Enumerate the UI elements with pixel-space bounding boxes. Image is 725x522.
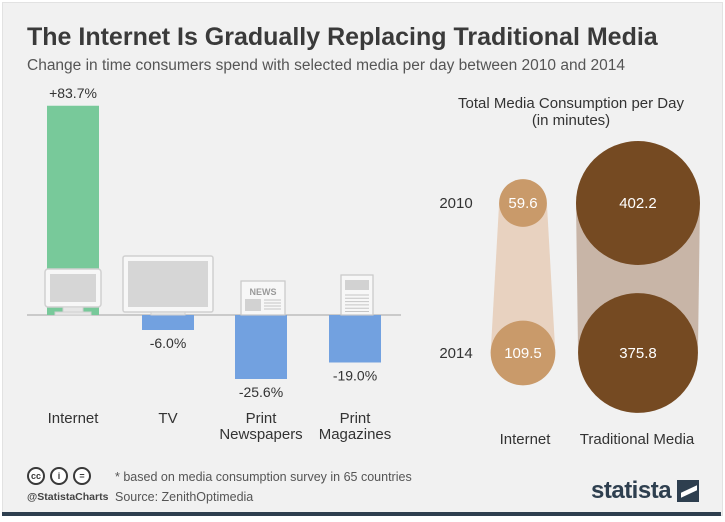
bubble-value-0-1: 109.5 bbox=[504, 345, 542, 362]
bubble-value-1-0: 402.2 bbox=[619, 195, 657, 212]
bubble-series-label-1: Traditional Media bbox=[580, 431, 695, 448]
bar-value-label-1: -6.0% bbox=[150, 335, 187, 351]
bar-1 bbox=[142, 315, 194, 330]
brand-name: statista bbox=[591, 477, 672, 504]
bubble-title-0: Total Media Consumption per Day bbox=[458, 95, 684, 112]
bubble-chart: Total Media Consumption per Day(in minut… bbox=[439, 95, 700, 448]
bar-category-label-3-0: Print bbox=[340, 410, 372, 427]
twitter-handle[interactable]: @StatistaCharts bbox=[27, 491, 109, 503]
nd-icon: = bbox=[73, 467, 91, 485]
bar-value-label-2: -25.6% bbox=[239, 384, 283, 400]
cc-icon: cc bbox=[27, 467, 45, 485]
statista-logo[interactable]: statista bbox=[591, 477, 700, 505]
bar-category-label-2-0: Print bbox=[246, 410, 278, 427]
bubble-connector-0 bbox=[490, 203, 556, 353]
bubble-1-0 bbox=[576, 141, 700, 265]
bubble-1-1 bbox=[578, 293, 698, 413]
monitor-icon bbox=[44, 268, 102, 316]
year-label-2014: 2014 bbox=[439, 345, 472, 362]
bar-value-label-0: +83.7% bbox=[49, 85, 97, 101]
source-text: Source: ZenithOptimedia bbox=[115, 490, 254, 504]
year-label-2010: 2010 bbox=[439, 195, 472, 212]
bubble-title-1: (in minutes) bbox=[532, 112, 610, 129]
bubble-value-1-1: 375.8 bbox=[619, 345, 657, 362]
tv-icon bbox=[122, 255, 214, 316]
chart-subtitle: Change in time consumers spend with sele… bbox=[27, 57, 625, 74]
newspaper-icon: NEWS bbox=[240, 280, 286, 316]
bar-category-label-2-1: Newspapers bbox=[219, 426, 302, 443]
statista-logo-icon bbox=[677, 480, 700, 502]
bar-3 bbox=[329, 315, 381, 363]
bar-2 bbox=[235, 315, 287, 379]
footnote: * based on media consumption survey in 6… bbox=[115, 470, 412, 484]
charts-svg: +83.7%Internet-6.0%TV-25.6%PrintNewspape… bbox=[27, 85, 700, 448]
bar-category-label-1-0: TV bbox=[158, 410, 177, 427]
magazine-icon bbox=[340, 274, 374, 316]
bottom-bar bbox=[2, 512, 721, 516]
bubble-0-0 bbox=[499, 179, 547, 227]
bubble-series-label-0: Internet bbox=[500, 431, 552, 448]
bar-chart: +83.7%Internet-6.0%TV-25.6%PrintNewspape… bbox=[27, 85, 401, 443]
by-icon: i bbox=[50, 467, 68, 485]
chart-title: The Internet Is Gradually Replacing Trad… bbox=[27, 23, 658, 51]
infographic-card: The Internet Is Gradually Replacing Trad… bbox=[2, 2, 723, 516]
bubble-value-0-0: 59.6 bbox=[508, 195, 537, 212]
bubble-0-1 bbox=[490, 320, 556, 386]
bar-category-label-0-0: Internet bbox=[48, 410, 100, 427]
license-icons: cc i = bbox=[27, 467, 91, 485]
bar-category-label-3-1: Magazines bbox=[319, 426, 392, 443]
svg-text:NEWS: NEWS bbox=[250, 287, 277, 297]
bar-value-label-3: -19.0% bbox=[333, 368, 377, 384]
